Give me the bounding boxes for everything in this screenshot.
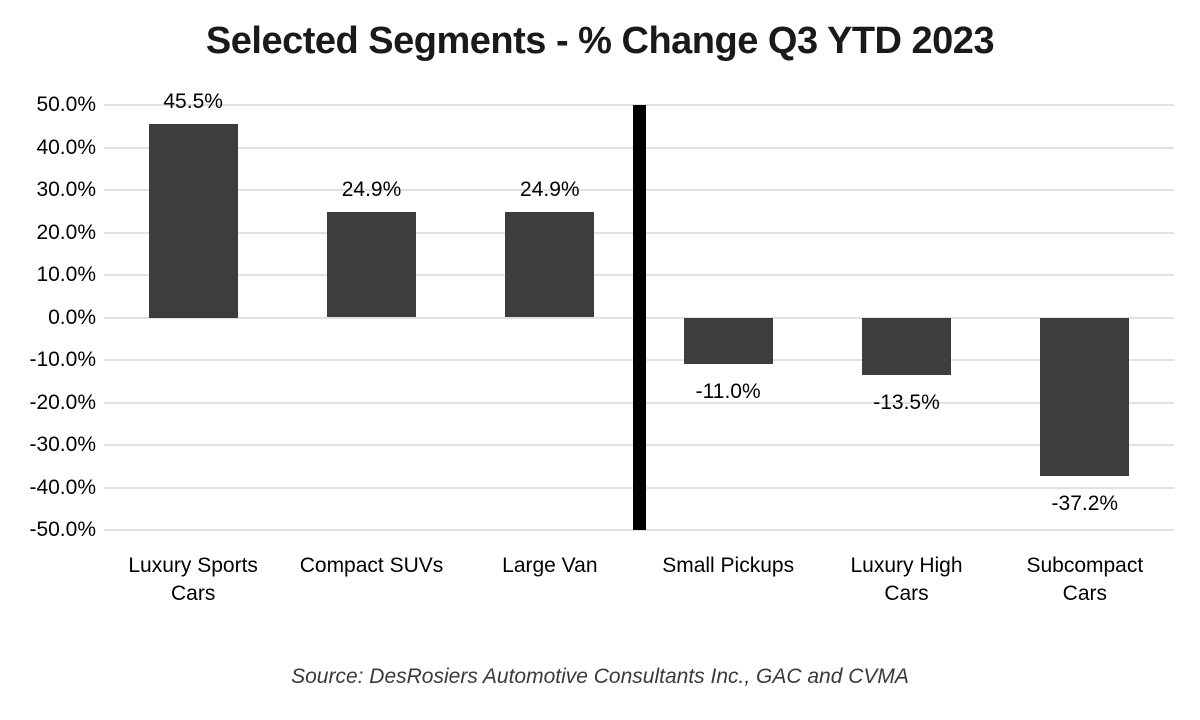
- y-axis-tick-label: 50.0%: [36, 93, 96, 116]
- bar-5: [862, 317, 951, 375]
- y-axis-tick-label: 20.0%: [36, 220, 96, 244]
- bar-value-label: 45.5%: [163, 90, 223, 114]
- source-note: Source: DesRosiers Automotive Consultant…: [291, 665, 909, 688]
- y-axis-tick-label: -40.0%: [29, 475, 96, 499]
- x-axis-category-label: Subcompact Cars: [1026, 554, 1144, 605]
- y-axis-tick-label: -20.0%: [29, 390, 96, 414]
- bar-value-label: -13.5%: [873, 390, 940, 414]
- y-axis-tick-label: -10.0%: [29, 348, 96, 371]
- x-axis-category-label: Small Pickups: [662, 554, 795, 577]
- y-axis-tick-label: 0.0%: [48, 305, 96, 329]
- y-axis-tick-label: -50.0%: [29, 518, 96, 541]
- bar-2: [327, 211, 416, 318]
- chart-title: Selected Segments - % Change Q3 YTD 2023: [205, 20, 995, 62]
- y-axis-tick-label: 30.0%: [36, 178, 96, 201]
- bar-value-label: 24.9%: [341, 177, 402, 201]
- group-divider-line: [632, 105, 646, 530]
- y-axis-tick-label: 40.0%: [36, 135, 96, 159]
- y-axis-tick-label: 10.0%: [36, 263, 96, 286]
- bar-value-label: 24.9%: [520, 177, 580, 201]
- y-axis-tick-label: -30.0%: [29, 433, 96, 456]
- gridline: [104, 529, 1174, 531]
- bar-4: [683, 317, 773, 365]
- bar-value-label: -11.0%: [695, 380, 761, 404]
- bar-6: [1040, 317, 1130, 476]
- bar-1: [148, 124, 238, 318]
- x-axis-category-label: Large Van: [502, 554, 598, 577]
- x-axis-category-label: Luxury High Cars: [850, 554, 963, 605]
- bar-3: [505, 211, 595, 318]
- x-axis-category-label: Compact SUVs: [299, 554, 444, 577]
- bar-value-label: -37.2%: [1051, 491, 1119, 515]
- x-axis-category-label: Luxury Sports Cars: [128, 554, 258, 605]
